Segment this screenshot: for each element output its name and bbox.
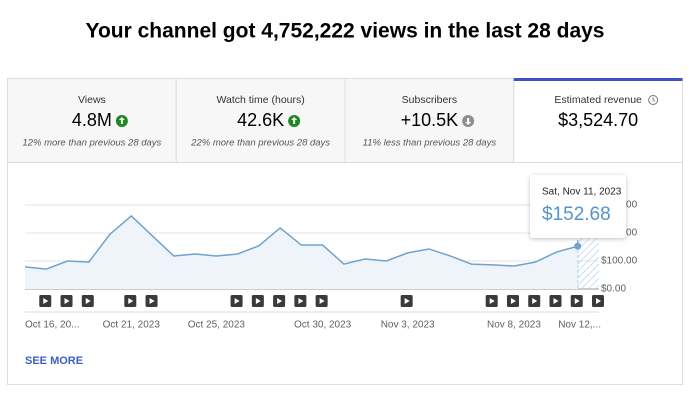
video-marker-play [128,298,134,304]
video-marker-play [277,298,283,304]
tab-bg [7,78,177,163]
video-marker-play [510,298,516,304]
video-marker-play [319,298,325,304]
video-marker-play [149,298,155,304]
x-tick-label: Oct 21, 2023 [103,320,161,331]
x-tick-label: Oct 30, 2023 [294,320,352,331]
video-marker-play [298,298,304,304]
x-tick-label: Nov 8, 2023 [487,320,541,331]
tab-value: 42.6K [237,110,284,130]
tab-value: 4.8M [72,110,112,130]
x-tick-label: Oct 25, 2023 [188,320,246,331]
tab-label: Estimated revenue [554,94,642,106]
page-title: Your channel got 4,752,222 views in the … [86,20,605,43]
tab-note: 11% less than previous 28 days [363,138,497,149]
tab-bg [513,78,683,163]
tooltip-value: $152.68 [542,204,611,225]
video-marker-play [596,298,601,304]
info-icon [648,95,659,105]
tab[interactable]: Estimated revenue $3,524.70 [513,78,683,163]
tab-bg [175,78,346,163]
video-marker-play [404,298,410,304]
video-marker-play [255,298,261,304]
x-tick-label: Nov 12,... [558,320,601,331]
trend-arrow [118,117,125,124]
line [24,214,578,270]
y-tick-label: $100.00 [601,256,638,267]
tab-label: Views [78,94,106,106]
info-icon-hand [652,97,656,102]
video-marker-play [85,298,91,304]
y-tick-label: $0.00 [601,284,626,295]
tab-note: 22% more than previous 28 days [190,138,330,149]
tab[interactable]: Views 4.8M 12% more than previous 28 days [7,78,177,163]
video-marker-play [489,298,495,304]
tooltip-box [530,175,626,238]
x-tick-label: Nov 3, 2023 [381,320,435,331]
area [25,215,578,289]
trend-arrow [465,118,472,125]
hover-point [574,242,582,250]
tab-label: Subscribers [402,94,457,106]
tabs: Views 4.8M 12% more than previous 28 days W… [7,78,683,163]
x-tick-label: Oct 16, 20... [25,320,79,331]
trend-arrow [291,117,298,124]
tab-note: 12% more than previous 28 days [22,138,161,149]
tooltip: Sat, Nov 11, 2023 $152.68 [530,175,626,238]
tab-label: Watch time (hours) [216,94,304,106]
tooltip-title: Sat, Nov 11, 2023 [542,187,622,198]
tab-selected-bar [513,78,683,81]
video-marker-play [553,298,559,304]
tab-value: $3,524.70 [558,110,638,130]
video-marker-play [234,298,240,304]
tab[interactable]: Watch time (hours) 42.6K 22% more than pre… [175,78,346,163]
video-marker-play [532,298,538,304]
video-marker-play [574,298,580,304]
tab-value: +10.5K [401,110,459,130]
see-more-link[interactable]: SEE MORE [25,355,83,367]
tab[interactable]: Subscribers +10.5K 11% less than previous … [344,78,515,163]
video-marker-play [43,298,49,304]
video-marker-play [64,298,70,304]
